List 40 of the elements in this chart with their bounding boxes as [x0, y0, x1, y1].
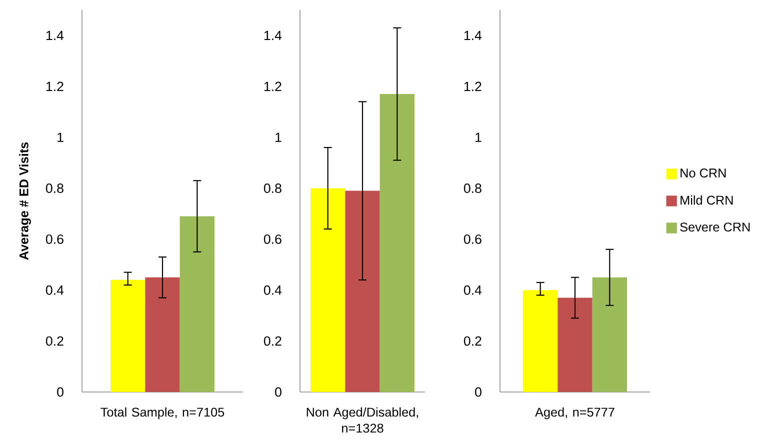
y-tick-label: 1: [276, 132, 282, 142]
x-tick-label: Aged, n=5777: [535, 407, 614, 420]
y-tick-label: 1: [476, 132, 482, 142]
y-tick-label: 0.4: [264, 285, 282, 295]
y-tick-label: 0.2: [46, 336, 64, 346]
bar: [145, 277, 180, 392]
y-tick-label: 0.4: [46, 285, 64, 295]
y-tick-label: 0.6: [264, 234, 282, 244]
y-tick-label: 0.8: [464, 184, 482, 193]
bar: [345, 190, 380, 392]
bar: [523, 290, 558, 392]
y-tick-label: 0.6: [46, 234, 64, 244]
x-tick-label: Total Sample, n=7105: [100, 407, 224, 420]
y-tick-label: 0: [475, 387, 482, 397]
legend-label: Mild CRN: [680, 195, 733, 205]
y-tick-label: 0.8: [46, 184, 64, 193]
y-tick-label: 0.2: [264, 336, 282, 346]
y-axis-title: Average # ED Visits: [19, 142, 31, 260]
bar: [110, 280, 146, 392]
y-tick-label: 1.2: [46, 82, 64, 92]
y-tick-label: 1.4: [264, 30, 282, 40]
y-tick-label: 0.4: [464, 285, 482, 295]
bar: [592, 277, 627, 392]
legend-label: Severe CRN: [680, 222, 750, 232]
legend-label: No CRN: [680, 168, 726, 178]
bar: [310, 188, 346, 392]
x-tick-label: Non Aged/Disabled, n=1328: [306, 407, 418, 433]
y-tick-label: 0.2: [464, 336, 482, 346]
y-tick-label: 1: [58, 132, 64, 142]
bar: [558, 298, 592, 392]
y-tick-label: 0.6: [464, 234, 482, 244]
y-tick-label: 1.4: [464, 30, 482, 40]
y-tick-label: 1.2: [464, 82, 482, 92]
y-tick-label: 1.2: [264, 82, 282, 92]
y-tick-label: 0.8: [264, 184, 282, 193]
y-tick-label: 0: [57, 387, 64, 397]
bar: [180, 216, 214, 392]
y-tick-label: 1.4: [46, 30, 64, 40]
bar: [380, 94, 415, 392]
y-tick-label: 0: [275, 387, 282, 397]
